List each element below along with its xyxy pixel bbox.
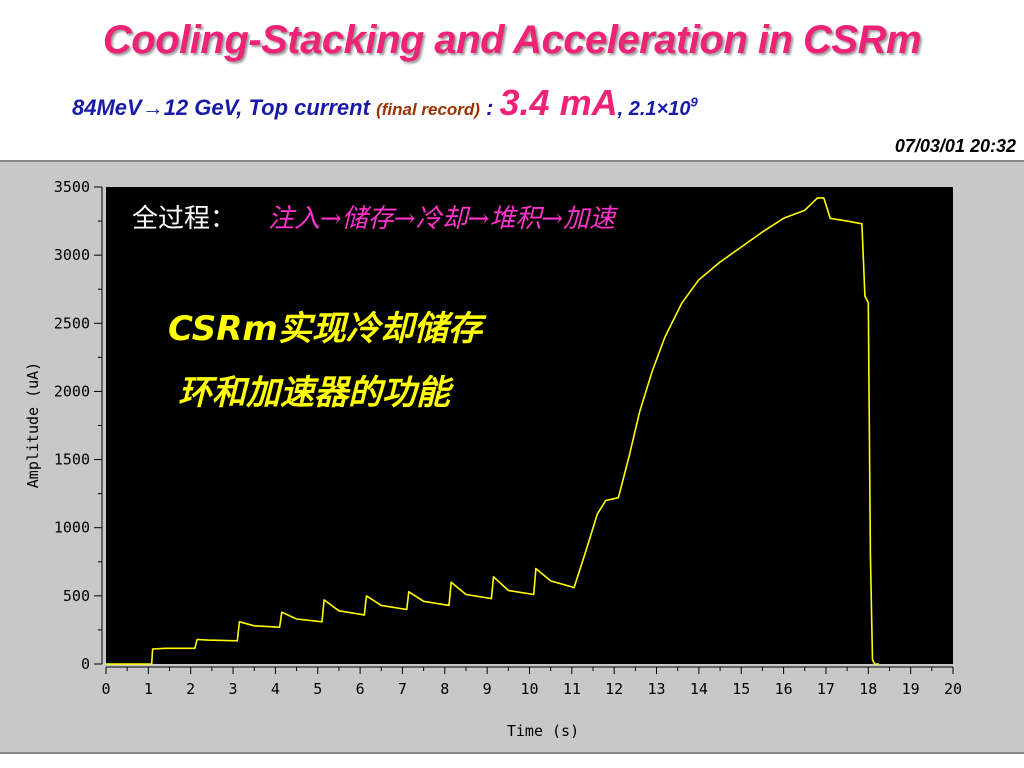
series-layer: [106, 197, 879, 665]
y-tick-label: 1500: [54, 451, 90, 469]
x-tick-label: 3: [229, 680, 238, 698]
process-label: 全过程：: [132, 204, 236, 234]
y-tick-label: 3000: [54, 246, 90, 264]
x-axis-title: Time (s): [507, 722, 579, 740]
x-tick-label: 5: [313, 680, 322, 698]
x-tick-label: 1: [144, 680, 153, 698]
y-tick-label: 3500: [54, 178, 90, 196]
x-tick-label: 8: [440, 680, 449, 698]
x-tick-label: 15: [732, 680, 750, 698]
x-tick-label: 14: [690, 680, 708, 698]
process-steps: 注入→储存→冷却→堆积→加速: [268, 204, 619, 234]
y-tick-label: 0: [81, 655, 90, 673]
subtitle-exponent: 9: [690, 94, 698, 110]
series-line: [106, 197, 879, 665]
y-axis-title: Amplitude (uA): [24, 362, 42, 488]
subtitle-energy-range: 84MeV→12 GeV, Top current: [72, 95, 370, 120]
timestamp: 07/03/01 20:32: [894, 136, 1016, 156]
x-tick-label: 6: [356, 680, 365, 698]
x-tick-label: 2: [186, 680, 195, 698]
highlight-line-1: CSRm实现冷却储存: [168, 309, 487, 349]
x-tick-label: 4: [271, 680, 280, 698]
x-tick-label: 7: [398, 680, 407, 698]
subtitle-particle-count: , 2.1×10: [617, 98, 691, 120]
x-tick-label: 12: [605, 680, 623, 698]
y-tick-label: 500: [63, 587, 90, 605]
subtitle-final-record: (final record): [376, 100, 480, 119]
slide-title: Cooling-Stacking and Acceleration in CSR…: [102, 18, 922, 62]
x-tick-label: 0: [101, 680, 110, 698]
y-tick-label: 1000: [54, 519, 90, 537]
y-tick-label: 2500: [54, 314, 90, 332]
y-axis: 0 500 1000 1500 2000 2500 3000 3500: [54, 178, 103, 673]
x-tick-label: 11: [563, 680, 581, 698]
subtitle-top-current: 3.4 mA: [499, 82, 618, 123]
y-tick-label: 2000: [54, 382, 90, 400]
x-tick-label: 9: [483, 680, 492, 698]
subtitle-separator: :: [479, 95, 500, 120]
x-tick-label: 18: [859, 680, 877, 698]
x-tick-label: 20: [944, 680, 962, 698]
plot-area: [106, 187, 953, 664]
x-tick-label: 19: [902, 680, 920, 698]
x-tick-label: 17: [817, 680, 835, 698]
x-tick-label: 16: [775, 680, 793, 698]
slide-subtitle: 84MeV→12 GeV, Top current (final record)…: [72, 82, 698, 124]
x-axis: 0 1 2 3 4 5 6 7 8 9 10 11 12 13 14 15 16 17 18 19 20: [101, 666, 962, 698]
x-tick-label: 13: [648, 680, 666, 698]
highlight-line-2: 环和加速器的功能: [178, 373, 454, 413]
x-tick-label: 10: [520, 680, 538, 698]
